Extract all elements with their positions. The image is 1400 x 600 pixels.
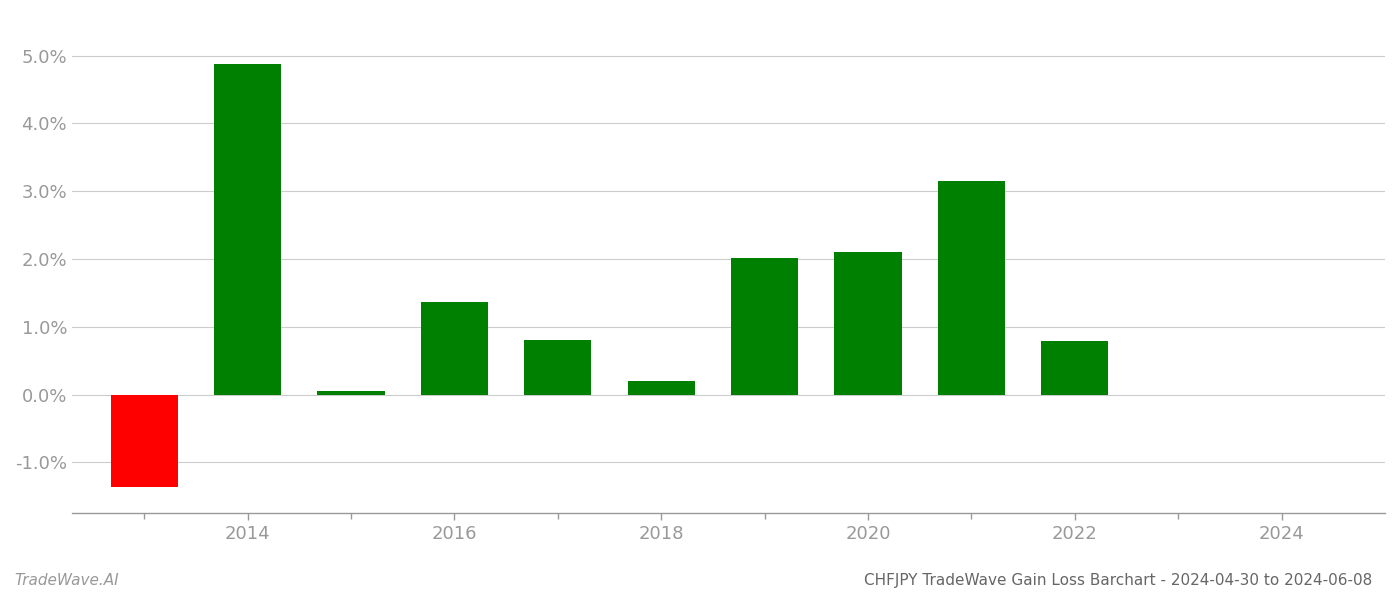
Bar	[524, 340, 591, 395]
Bar	[938, 181, 1005, 395]
Bar	[1042, 341, 1109, 395]
Bar	[834, 252, 902, 395]
Bar	[318, 391, 385, 395]
Text: TradeWave.AI: TradeWave.AI	[14, 573, 119, 588]
Text: CHFJPY TradeWave Gain Loss Barchart - 2024-04-30 to 2024-06-08: CHFJPY TradeWave Gain Loss Barchart - 20…	[864, 573, 1372, 588]
Bar	[214, 64, 281, 395]
Bar	[731, 257, 798, 395]
Bar	[627, 381, 694, 395]
Bar	[111, 395, 178, 487]
Bar	[421, 302, 489, 395]
